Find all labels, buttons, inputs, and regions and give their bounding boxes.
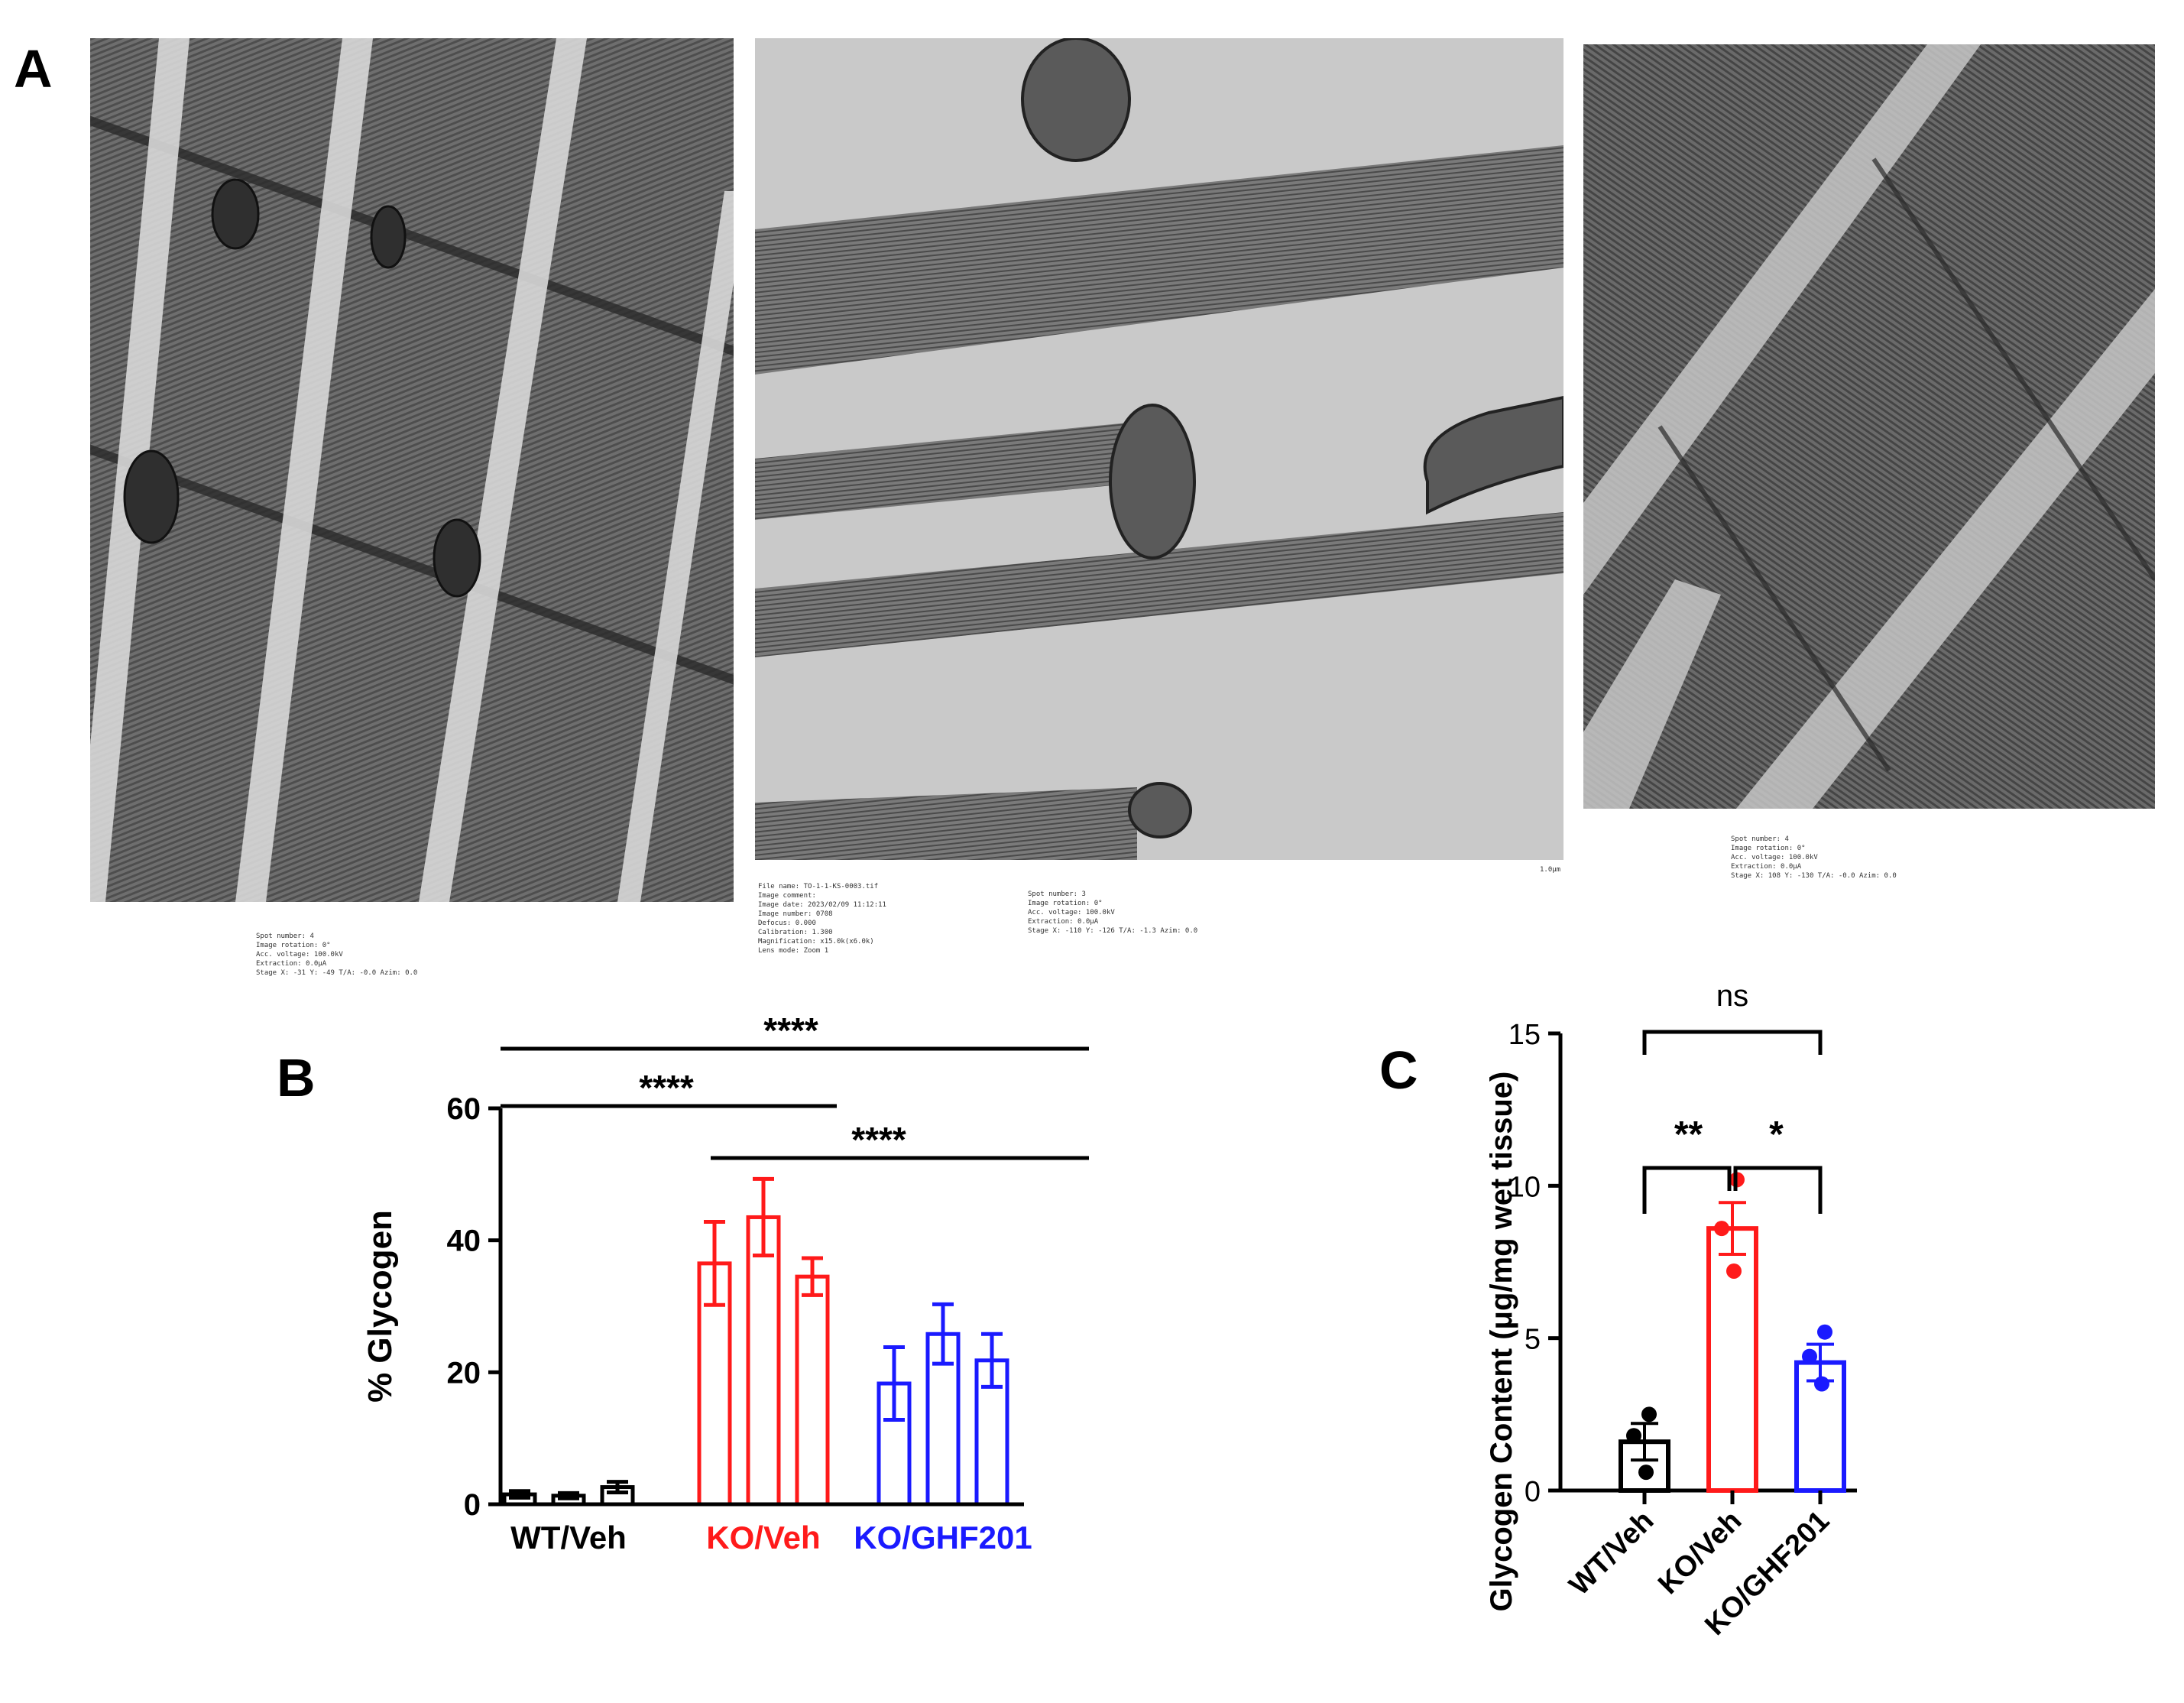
micrograph-ko-veh: [755, 38, 1563, 860]
micrograph-ko-veh-caption-right: Spot number: 3 Image rotation: 0° Acc. vol…: [1028, 890, 1198, 935]
y-axis-label: % Glycogen: [361, 1210, 399, 1403]
panel-label-a: A: [14, 39, 53, 99]
data-point: [1714, 1221, 1729, 1237]
panel-label-b: B: [277, 1048, 316, 1108]
x-group-label: WT/Veh: [510, 1520, 627, 1552]
x-group-label: KO/GHF201: [854, 1520, 1032, 1552]
micrograph-ko-veh-scale: 1.0μm: [1540, 866, 1561, 874]
significance-bracket: [1733, 1166, 1823, 1214]
significance-label: ns: [1716, 979, 1748, 1013]
significance-label: ****: [639, 1068, 694, 1108]
micrograph-wt-caption: Spot number: 4 Image rotation: 0° Acc. vol…: [256, 933, 418, 977]
data-point: [1726, 1263, 1742, 1279]
significance-label: *: [1769, 1114, 1784, 1155]
micrograph-ko-ghf201: [1583, 44, 2155, 809]
data-point: [1641, 1406, 1657, 1422]
micrograph-wt: [90, 38, 734, 902]
significance-bracket: [1642, 1030, 1823, 1055]
y-tick-label: 20: [447, 1356, 481, 1390]
panel-label-c: C: [1379, 1040, 1418, 1100]
bar: [746, 1215, 781, 1507]
data-point: [1626, 1428, 1641, 1444]
y-tick-label: 0: [1525, 1476, 1541, 1508]
chart-b: 0 20 40 60 % Glycogen WT/Veh KO/Veh KO/GHF201 **…: [361, 1010, 1089, 1552]
data-point: [1638, 1465, 1654, 1481]
y-tick-label: 60: [447, 1092, 481, 1126]
significance-label: ****: [763, 1010, 818, 1050]
y-axis-label: Glycogen Content (μg/mg wet tissue): [1485, 1072, 1518, 1612]
significance-label: ****: [851, 1120, 906, 1160]
significance-bracket: [1642, 1166, 1732, 1214]
y-tick-label: 0: [464, 1488, 481, 1522]
y-tick-label: 5: [1525, 1324, 1541, 1356]
data-point: [1817, 1324, 1832, 1340]
chart-c: 0 5 10 15 Glycogen Content (μg/mg wet tissue…: [1485, 979, 1857, 1642]
x-tick-label: WT/Veh: [1563, 1505, 1661, 1602]
bar: [795, 1274, 830, 1507]
significance-label: **: [1674, 1114, 1703, 1155]
y-tick-label: 15: [1508, 1019, 1541, 1051]
data-point: [1802, 1348, 1817, 1364]
data-point: [1814, 1376, 1829, 1392]
x-group-label: KO/Veh: [706, 1520, 820, 1552]
y-tick-label: 10: [1508, 1171, 1541, 1203]
y-tick-label: 40: [447, 1225, 481, 1258]
micrograph-ko-veh-caption-left: File name: TO-1-1-KS-0003.tif Image comme…: [758, 883, 886, 955]
micrograph-ko-ghf201-caption: Spot number: 4 Image rotation: 0° Acc. vol…: [1731, 835, 1897, 880]
